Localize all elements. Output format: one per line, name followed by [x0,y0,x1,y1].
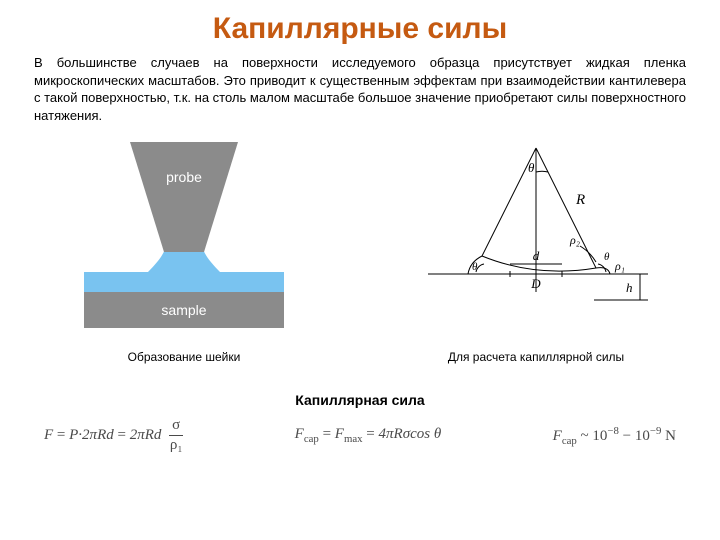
theta-label-right: θ [604,251,610,263]
f1-fraction: σ ρ₁ [169,418,183,453]
h-label: h [626,280,633,295]
f3-unit: N [665,428,676,444]
figure-left-caption: Образование шейки [128,350,241,364]
f3-op: ~ [581,428,593,444]
body-text: В большинстве случаев на поверхности исс… [34,54,686,124]
f3-hi-exp: −9 [650,425,662,437]
f3-hi: 10 [635,428,650,444]
f1-rhs1: P·2πRd [69,427,114,443]
probe-shape [130,142,238,252]
f1-frac-den: ρ₁ [169,436,183,453]
subheading: Капиллярная сила [34,392,686,408]
f1-frac-num: σ [169,418,183,436]
f1-lhs: F [44,427,53,443]
f2-mid-sub: max [344,433,363,445]
formula-row: F = P·2πRd = 2πRd σ ρ₁ Fcap = Fmax = 4πR… [34,418,686,453]
slide-title: Капиллярные силы [34,12,686,46]
f2-lhs-sub: cap [304,433,319,445]
f3-lo: 10 [592,428,607,444]
f3-lhs-sub: cap [562,435,577,447]
figure-right-caption: Для расчета капиллярной силы [448,350,624,364]
probe-sample-diagram: probe sample [70,142,298,332]
f3-dash: − [623,428,635,444]
formula-3: Fcap ~ 10−8 − 10−9 N [553,425,676,447]
R-label: R [575,192,585,208]
figures-row: probe sample Образование шейки [34,142,686,364]
sphere-right-line [536,148,596,268]
figure-left: probe sample Образование шейки [34,142,334,364]
f1-eq1: = [57,427,69,443]
slide-root: Капиллярные силы В большинстве случаев н… [0,0,720,540]
theta-arc-top [536,171,548,172]
f2-rhs: 4πRσcos θ [379,426,442,442]
formula-2: Fcap = Fmax = 4πRσcos θ [295,426,442,445]
rho1-label: ρ₁ [614,259,625,273]
f1-rhs2-pre: 2πRd [130,427,162,443]
f3-lo-exp: −8 [607,425,619,437]
D-label: D [530,276,541,291]
rho2-arc [580,246,596,262]
f2-mid: F [335,426,344,442]
f3-lhs: F [553,428,562,444]
theta-label-top: θ [528,160,535,175]
capillary-geometry-diagram: θ R ρ₂ ρ₁ θ θ d D h [410,142,662,332]
rho2-label: ρ₂ [569,233,580,247]
f2-eq2: = [366,426,378,442]
f2-eq1: = [323,426,335,442]
d-label: d [533,248,540,263]
meniscus-right [596,268,610,274]
formula-1: F = P·2πRd = 2πRd σ ρ₁ [44,418,183,453]
f2-lhs: F [295,426,304,442]
theta-label-left: θ [472,261,478,273]
figure-right: θ R ρ₂ ρ₁ θ θ d D h Для расчета капилляр… [386,142,686,364]
probe-label: probe [166,169,202,185]
sample-label: sample [161,302,206,318]
liquid-layer [84,272,284,292]
f1-eq2: = [117,427,129,443]
